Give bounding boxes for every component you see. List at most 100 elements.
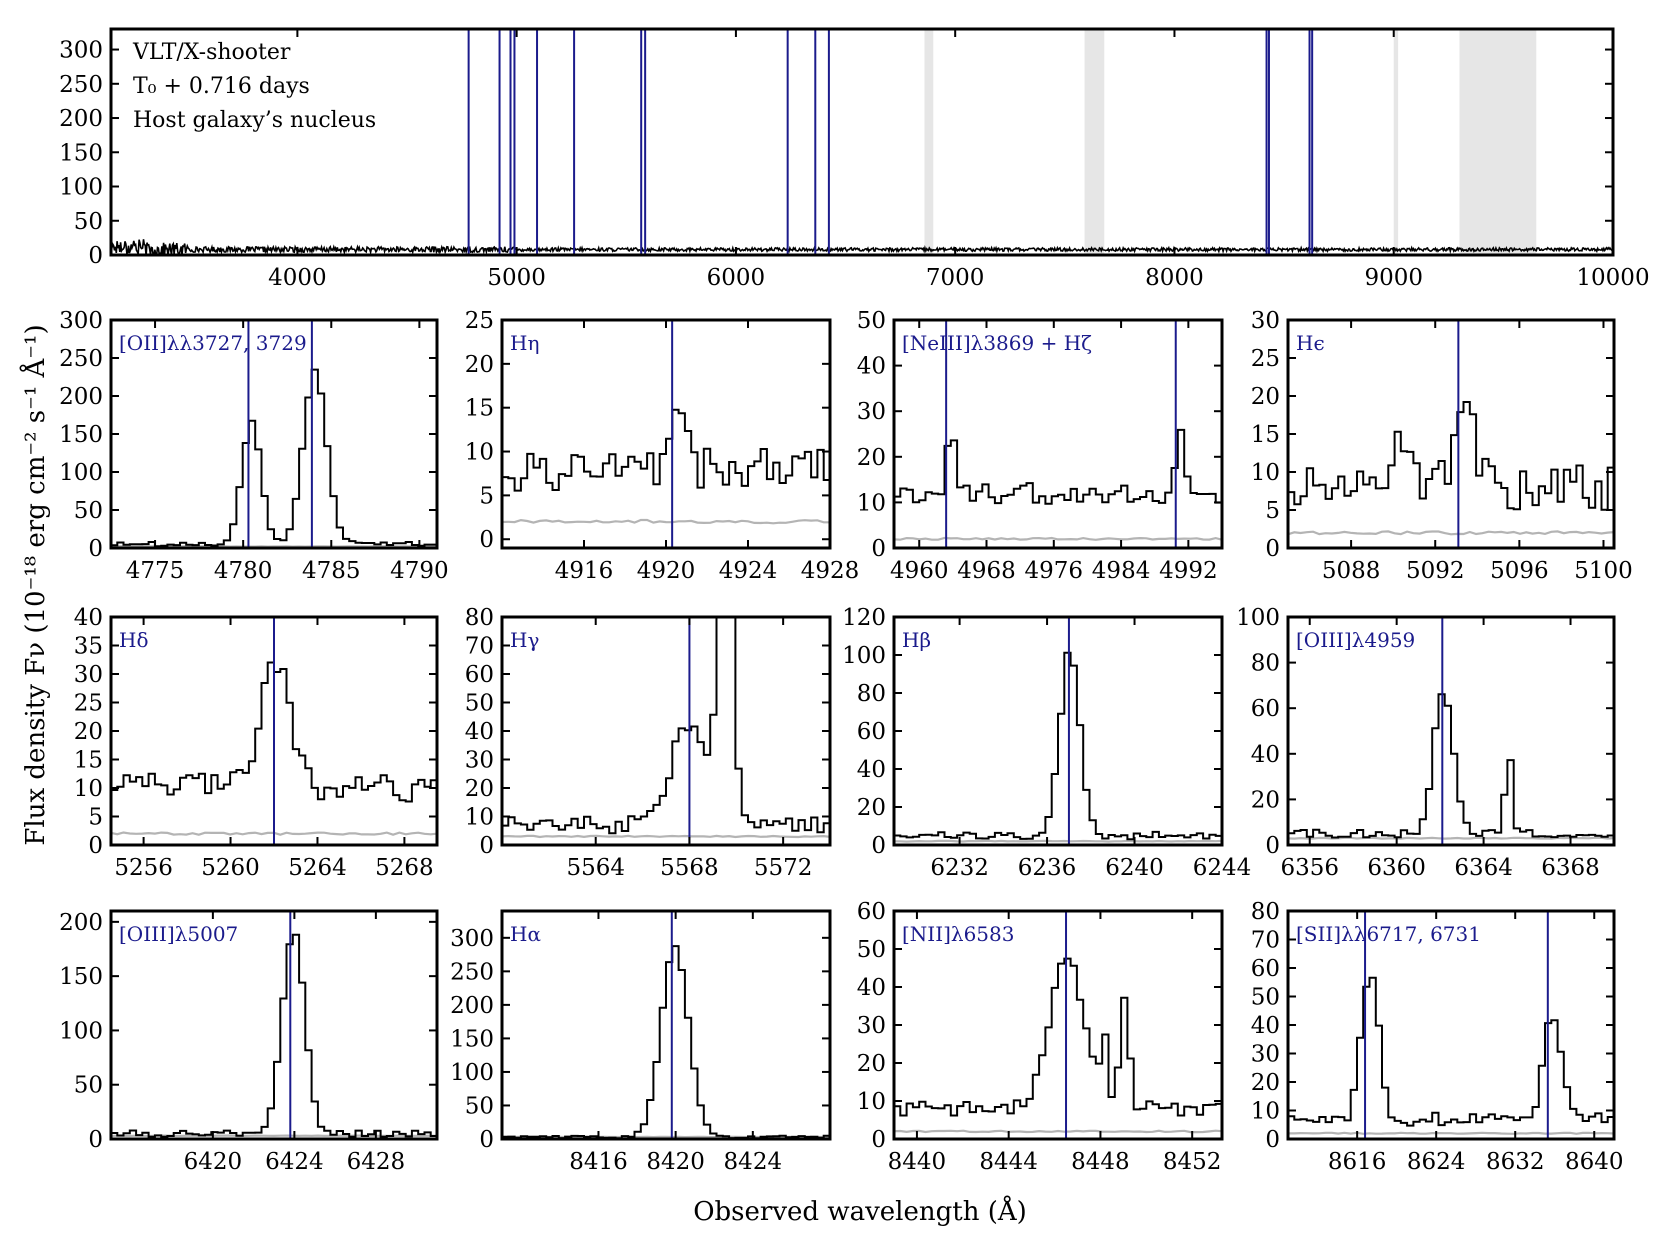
x-tick-label: 8624 [1407,1149,1466,1175]
y-tick-label: 30 [1251,1042,1280,1068]
flux-spectrum [502,945,830,1139]
x-tick-label: 4976 [1025,558,1084,584]
line-title: [NII]λ6583 [902,922,1014,946]
x-tick-label: 5264 [288,855,347,881]
y-tick-label: 0 [479,527,494,553]
y-tick-label: 10 [74,776,103,802]
x-tick-label: 8640 [1565,1149,1624,1175]
y-tick-label: 200 [59,384,103,410]
flux-spectrum [111,368,437,548]
x-tick-label: 8416 [569,1149,628,1175]
y-tick-label: 60 [1251,696,1280,722]
zoom-panel-1: [OII]λλ3727, 3729 4775 4780 4785 4790 0 50 100 1… [59,308,449,584]
zoom-panel-12: [SII]λλ6717, 6731 8616 8624 8632 8640 010 2030… [1251,899,1624,1175]
y-tick-label: 80 [1251,651,1280,677]
plot-area [894,617,1222,845]
y-tick-label: 20 [74,719,103,745]
y-tick-label: 70 [465,634,494,660]
y-tick-label: 120 [842,605,886,631]
zoom-panel-7: Hβ 6232 6236 6240 6244 0 20 40 60 80 100 120 [842,605,1251,881]
x-tick-label: 6368 [1541,855,1600,881]
y-tick-label: 70 [1251,928,1280,954]
y-tick-label: 20 [465,776,494,802]
telluric-band [1084,29,1105,255]
x-tick-label: 6360 [1367,855,1426,881]
zoom-panel-8: [OIII]λ4959 6356 6360 6364 6368 0 20 40 60 80 100 [1236,605,1616,881]
plot-area [894,911,1222,1139]
x-tick-label: 4960 [890,558,949,584]
y-tick-label: 15 [465,396,494,422]
telluric-band [1393,29,1399,255]
axes-frame [109,909,439,1141]
x-tick-label: 5000 [487,265,546,291]
error-spectrum [502,518,830,525]
line-title: [OII]λλ3727, 3729 [119,331,307,355]
y-tick-label: 20 [857,445,886,471]
x-tick-label: 4916 [555,558,614,584]
line-title: [OIII]λ5007 [119,922,238,946]
error-spectrum [894,536,1222,541]
x-tick-label: 6424 [265,1149,324,1175]
y-tick-label: 30 [857,1013,886,1039]
plot-area [894,320,1222,548]
error-spectrum [894,1129,1222,1134]
y-tick-label: 25 [74,691,103,717]
y-tick-label: 0 [871,833,886,859]
y-tick-label: 80 [465,605,494,631]
x-tick-label: 4928 [801,558,860,584]
plot-area [502,617,830,845]
axes-frame [500,909,832,1141]
flux-spectrum [894,957,1222,1117]
plot-area [502,911,830,1139]
zoom-panel-2: Hη 4916 4920 4924 4928 0 5 10 15 20 25 [465,308,860,584]
x-tick-label: 6356 [1280,855,1339,881]
y-tick-label: 5 [1265,498,1280,524]
y-tick-label: 0 [88,243,103,269]
y-tick-label: 100 [59,460,103,486]
zoom-panel-3: [NeIII]λ3869 + Hζ 4960 4968 4976 4984 4992 0 10… [857,308,1224,584]
y-tick-label: 40 [857,354,886,380]
y-tick-label: 20 [1251,1070,1280,1096]
y-tick-label: 100 [59,175,103,201]
y-tick-label: 150 [59,422,103,448]
x-tick-label: 5268 [375,855,434,881]
y-tick-label: 0 [88,1127,103,1153]
line-title: Hη [510,331,539,355]
y-tick-label: 50 [857,937,886,963]
y-tick-label: 25 [1251,346,1280,372]
flux-spectrum [502,617,830,835]
y-tick-label: 40 [74,605,103,631]
y-tick-label: 60 [857,719,886,745]
flux-spectrum [1288,693,1614,839]
x-tick-label: 4968 [957,558,1016,584]
zoom-panel-11: [NII]λ6583 8440 8444 8448 8452 0 10 20 30 40 50 60 [857,899,1224,1175]
y-tick-label: 200 [59,106,103,132]
y-tick-label: 50 [465,691,494,717]
y-tick-label: 80 [857,681,886,707]
y-tick-label: 0 [871,536,886,562]
plot-area [1288,617,1614,845]
x-tick-label: 6420 [184,1149,243,1175]
y-tick-label: 30 [1251,308,1280,334]
y-tick-label: 35 [74,634,103,660]
telluric-band [924,29,934,255]
telluric-band [1459,29,1537,255]
y-tick-label: 0 [88,833,103,859]
y-tick-label: 50 [1251,985,1280,1011]
line-title: Hδ [119,628,148,652]
plot-area [111,29,1613,255]
x-tick-label: 8420 [646,1149,705,1175]
y-tick-label: 0 [871,1127,886,1153]
flux-spectrum [111,933,437,1138]
error-spectrum [1288,836,1614,840]
axes-frame [500,615,832,847]
x-tick-label: 6428 [347,1149,406,1175]
y-tick-label: 80 [1251,899,1280,925]
x-tick-label: 4992 [1159,558,1218,584]
flux-spectrum [111,661,437,803]
y-tick-label: 50 [74,209,103,235]
y-tick-label: 100 [1236,605,1280,631]
y-tick-label: 10 [1251,460,1280,486]
x-tick-label: 8424 [724,1149,783,1175]
